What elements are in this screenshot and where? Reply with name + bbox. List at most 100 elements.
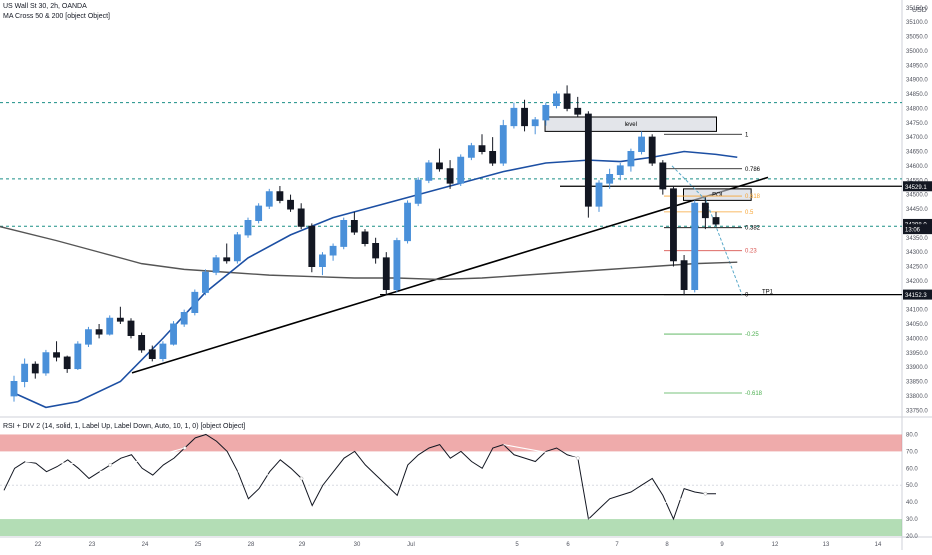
candle-body bbox=[638, 136, 645, 152]
candle-body bbox=[85, 329, 92, 345]
ma-indicator-label: MA Cross 50 & 200 [object Object] bbox=[3, 13, 110, 20]
candle-body bbox=[510, 107, 518, 127]
candle-body bbox=[627, 151, 635, 167]
time-tick-label: 6 bbox=[566, 542, 570, 548]
rsi-line bbox=[3, 433, 716, 521]
time-tick-label: Jul bbox=[407, 542, 415, 548]
candle-body bbox=[319, 254, 326, 267]
candle-body bbox=[297, 208, 305, 227]
rsi-oversold-band bbox=[0, 519, 902, 536]
candle-body bbox=[584, 113, 592, 207]
rsi-indicator-label: RSI + DIV 2 (14, solid, 1, Label Up, Lab… bbox=[3, 423, 246, 430]
candle-body bbox=[489, 151, 497, 164]
candle-body bbox=[233, 234, 241, 262]
candle-body bbox=[670, 188, 677, 262]
fib-level-label: 0.786 bbox=[745, 167, 761, 173]
time-tick-label: 23 bbox=[89, 542, 96, 548]
candle-body bbox=[606, 174, 614, 184]
price-tick-label: 34300.0 bbox=[906, 250, 928, 256]
candle-body bbox=[31, 363, 39, 374]
price-tick-label: 35100.0 bbox=[906, 20, 928, 26]
time-tick-label: 12 bbox=[772, 542, 779, 548]
candle-body bbox=[159, 343, 167, 359]
fib-level-label: -0.618 bbox=[745, 391, 763, 397]
price-tick-label: 34550.0 bbox=[906, 178, 928, 184]
candle-body bbox=[63, 356, 71, 370]
candle-body bbox=[361, 231, 369, 244]
candle-body bbox=[467, 145, 475, 158]
candle-body bbox=[255, 205, 263, 221]
candle-body bbox=[53, 352, 60, 358]
candle-body bbox=[659, 162, 667, 190]
candle-body bbox=[425, 162, 433, 181]
candle-body bbox=[478, 145, 486, 152]
candle-body bbox=[553, 93, 560, 106]
candle-body bbox=[212, 257, 220, 273]
projection-path bbox=[705, 200, 743, 295]
price-tick-label: 34950.0 bbox=[906, 63, 928, 69]
rsi-overbought-band bbox=[0, 434, 902, 452]
rsi-divergence-line bbox=[99, 447, 185, 473]
candle-body bbox=[202, 271, 209, 293]
candle-body bbox=[170, 323, 177, 345]
price-tick-label: 35050.0 bbox=[906, 35, 928, 41]
price-tick-label: 33850.0 bbox=[906, 380, 928, 386]
candle-body bbox=[148, 349, 156, 359]
currency-label: USD bbox=[912, 7, 927, 14]
candle-body bbox=[350, 220, 358, 233]
symbol-title: US Wall St 30, 2h, OANDA bbox=[3, 3, 87, 10]
candle-body bbox=[446, 168, 454, 184]
projection-path bbox=[671, 165, 707, 201]
rsi-tick-label: 40.0 bbox=[906, 500, 918, 506]
price-axis-tag bbox=[903, 289, 932, 300]
rsi-tick-label: 70.0 bbox=[906, 449, 918, 455]
candle-body bbox=[42, 352, 50, 374]
zone-box-label: POI bbox=[712, 193, 723, 199]
price-tick-label: 35000.0 bbox=[906, 49, 928, 55]
price-tick-label: 34750.0 bbox=[906, 121, 928, 127]
price-tick-label: 34800.0 bbox=[906, 106, 928, 112]
candle-body bbox=[457, 156, 465, 184]
rsi-tick-label: 60.0 bbox=[906, 466, 918, 472]
rsi-tick-label: 20.0 bbox=[906, 534, 918, 540]
time-tick-label: 29 bbox=[299, 542, 306, 548]
rsi-divergence-point bbox=[703, 491, 708, 496]
price-tick-label: 34000.0 bbox=[906, 336, 928, 342]
fib-level-label: 0.5 bbox=[745, 210, 754, 216]
candle-body bbox=[393, 240, 401, 290]
fib-level-label: 0.618 bbox=[745, 194, 761, 200]
candle-body bbox=[74, 343, 82, 370]
candle-body bbox=[127, 320, 135, 336]
candle-body bbox=[521, 107, 528, 127]
price-axis-tag-text: 34152.3 bbox=[905, 293, 927, 299]
tp1-label: TP1 bbox=[762, 290, 774, 296]
candle-body bbox=[595, 182, 603, 207]
candle-body bbox=[691, 202, 699, 290]
candle-body bbox=[308, 225, 316, 267]
time-tick-label: 22 bbox=[35, 542, 42, 548]
candle-body bbox=[574, 107, 582, 115]
candle-body bbox=[372, 243, 380, 259]
candle-body bbox=[382, 257, 390, 290]
rsi-divergence-line bbox=[503, 444, 578, 459]
rsi-tick-label: 30.0 bbox=[906, 517, 918, 523]
candle-body bbox=[10, 381, 18, 397]
price-tick-label: 35150.0 bbox=[906, 6, 928, 12]
candle-body bbox=[563, 93, 571, 109]
price-tick-label: 34700.0 bbox=[906, 135, 928, 141]
candle-body bbox=[287, 199, 294, 210]
candle-body bbox=[404, 202, 411, 242]
candle-body bbox=[436, 162, 443, 170]
candle-body bbox=[138, 335, 146, 351]
rsi-divergence-line bbox=[237, 471, 302, 479]
price-axis-tag bbox=[903, 181, 932, 192]
candle-body bbox=[616, 165, 624, 175]
candle-body bbox=[21, 363, 29, 382]
rsi-divergence-line bbox=[588, 493, 706, 520]
rsi-divergence-point bbox=[108, 463, 113, 467]
price-tick-label: 34250.0 bbox=[906, 265, 928, 271]
rsi-divergence-point bbox=[576, 456, 580, 461]
price-axis-tag bbox=[903, 218, 932, 229]
